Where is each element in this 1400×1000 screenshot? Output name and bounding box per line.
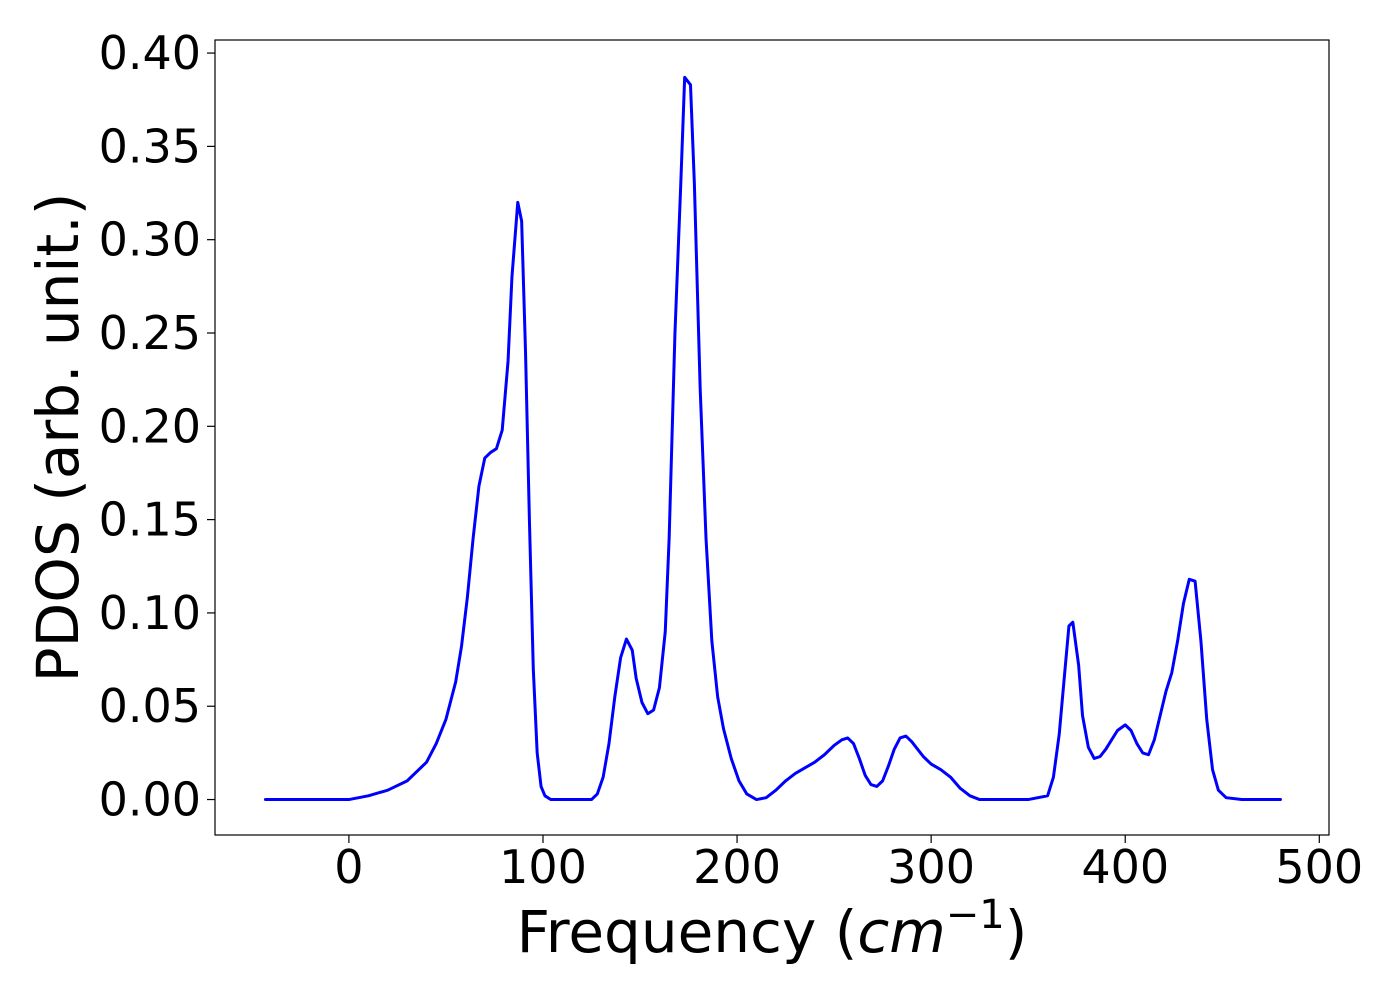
y-tick-label: 0.05 <box>99 679 201 733</box>
x-tick-label: 300 <box>887 840 975 894</box>
y-axis-ticks: 0.00 0.05 0.10 0.15 0.20 0.25 0.30 0.35 0.40 <box>99 26 215 827</box>
y-tick-label: 0.20 <box>99 399 201 453</box>
series-layer <box>263 75 1282 802</box>
x-tick-label: 100 <box>499 840 587 894</box>
y-tick-label: 0.15 <box>99 493 201 547</box>
y-tick-label: 0.10 <box>99 586 201 640</box>
pdos-series-line <box>263 75 1282 802</box>
y-tick-label: 0.25 <box>99 306 201 360</box>
x-tick-label: 500 <box>1275 840 1363 894</box>
y-tick-label: 0.00 <box>99 773 201 827</box>
x-tick-label: 200 <box>693 840 781 894</box>
x-tick-label: 0 <box>334 840 363 894</box>
x-tick-label: 400 <box>1081 840 1169 894</box>
plot-area-frame <box>214 39 1330 836</box>
x-axis-title: Frequency (cm−1) <box>517 892 1028 966</box>
x-axis-ticks: 0 100 200 300 400 500 <box>334 835 1363 894</box>
y-tick-label: 0.40 <box>99 26 201 80</box>
y-axis-title: PDOS (arb. unit.) <box>24 193 92 683</box>
y-tick-label: 0.30 <box>99 213 201 267</box>
y-tick-label: 0.35 <box>99 119 201 173</box>
